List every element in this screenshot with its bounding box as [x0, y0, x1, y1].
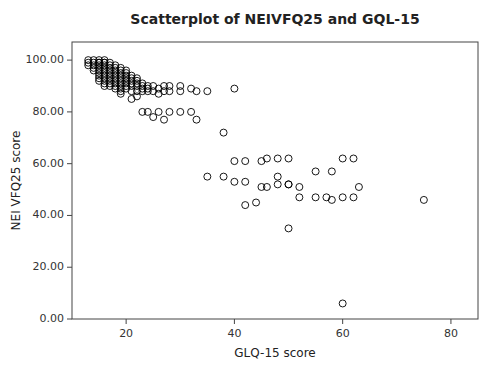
tick-label: 60 [336, 327, 350, 340]
point [355, 183, 362, 190]
point [193, 116, 200, 123]
point [188, 108, 195, 115]
point [193, 88, 200, 95]
point [312, 168, 319, 175]
point [155, 108, 162, 115]
point [220, 173, 227, 180]
tick-label: 40.00 [33, 208, 65, 221]
tick-mark [67, 163, 72, 164]
tick-mark [67, 215, 72, 216]
point [339, 300, 346, 307]
tick-mark [126, 319, 127, 324]
point [420, 196, 427, 203]
x-axis: 20 40 60 80 [119, 319, 458, 340]
point [231, 85, 238, 92]
point [263, 183, 270, 190]
point [350, 194, 357, 201]
y-axis-label: NEI VFQ25 score [9, 131, 23, 231]
tick-label: 20 [119, 327, 133, 340]
tick-mark [67, 319, 72, 320]
tick-mark [67, 111, 72, 112]
point [117, 90, 124, 97]
point [242, 178, 249, 185]
point [339, 155, 346, 162]
point [285, 155, 292, 162]
point [231, 178, 238, 185]
point [166, 108, 173, 115]
point [133, 93, 140, 100]
tick-label: 80.00 [33, 105, 65, 118]
point [242, 158, 249, 165]
point [285, 225, 292, 232]
tick-label: 0.00 [40, 312, 65, 325]
tick-mark [67, 60, 72, 61]
point [204, 173, 211, 180]
tick-mark [450, 319, 451, 324]
point [177, 108, 184, 115]
tick-label: 80 [444, 327, 458, 340]
point [263, 155, 270, 162]
tick-mark [342, 319, 343, 324]
point [296, 194, 303, 201]
point [285, 181, 292, 188]
points [85, 57, 428, 307]
point [312, 194, 319, 201]
tick-label: 40 [227, 327, 241, 340]
point [144, 108, 151, 115]
tick-label: 60.00 [33, 157, 65, 170]
chart: 0.00 20.00 40.00 60.00 80.00 100.00 20 40 60 80 Sc… [0, 0, 500, 369]
point [339, 194, 346, 201]
tick-label: 100.00 [26, 53, 65, 66]
point [204, 88, 211, 95]
tick-mark [67, 267, 72, 268]
point [328, 196, 335, 203]
point [274, 181, 281, 188]
point [242, 202, 249, 209]
point [285, 181, 292, 188]
x-axis-label: GLQ-15 score [234, 346, 315, 360]
title: Scatterplot of NEIVFQ25 and GQL-15 [130, 11, 419, 27]
tick-mark [234, 319, 235, 324]
point [177, 88, 184, 95]
point [166, 88, 173, 95]
point [274, 173, 281, 180]
point [161, 116, 168, 123]
point [274, 155, 281, 162]
y-axis: 0.00 20.00 40.00 60.00 80.00 100.00 [26, 53, 73, 325]
point [296, 183, 303, 190]
point [328, 168, 335, 175]
point [253, 199, 260, 206]
point [150, 114, 157, 121]
tick-label: 20.00 [33, 260, 65, 273]
plot-frame [72, 42, 478, 319]
point [220, 129, 227, 136]
point [231, 158, 238, 165]
point [350, 155, 357, 162]
